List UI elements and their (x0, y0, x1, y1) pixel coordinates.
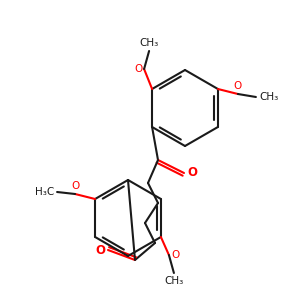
Text: O: O (234, 81, 242, 91)
Text: CH₃: CH₃ (164, 276, 184, 286)
Text: O: O (95, 244, 105, 256)
Text: O: O (135, 64, 143, 74)
Text: CH₃: CH₃ (259, 92, 278, 102)
Text: O: O (171, 250, 179, 260)
Text: O: O (71, 181, 79, 191)
Text: O: O (187, 167, 197, 179)
Text: CH₃: CH₃ (140, 38, 159, 48)
Text: H₃C: H₃C (35, 187, 54, 197)
